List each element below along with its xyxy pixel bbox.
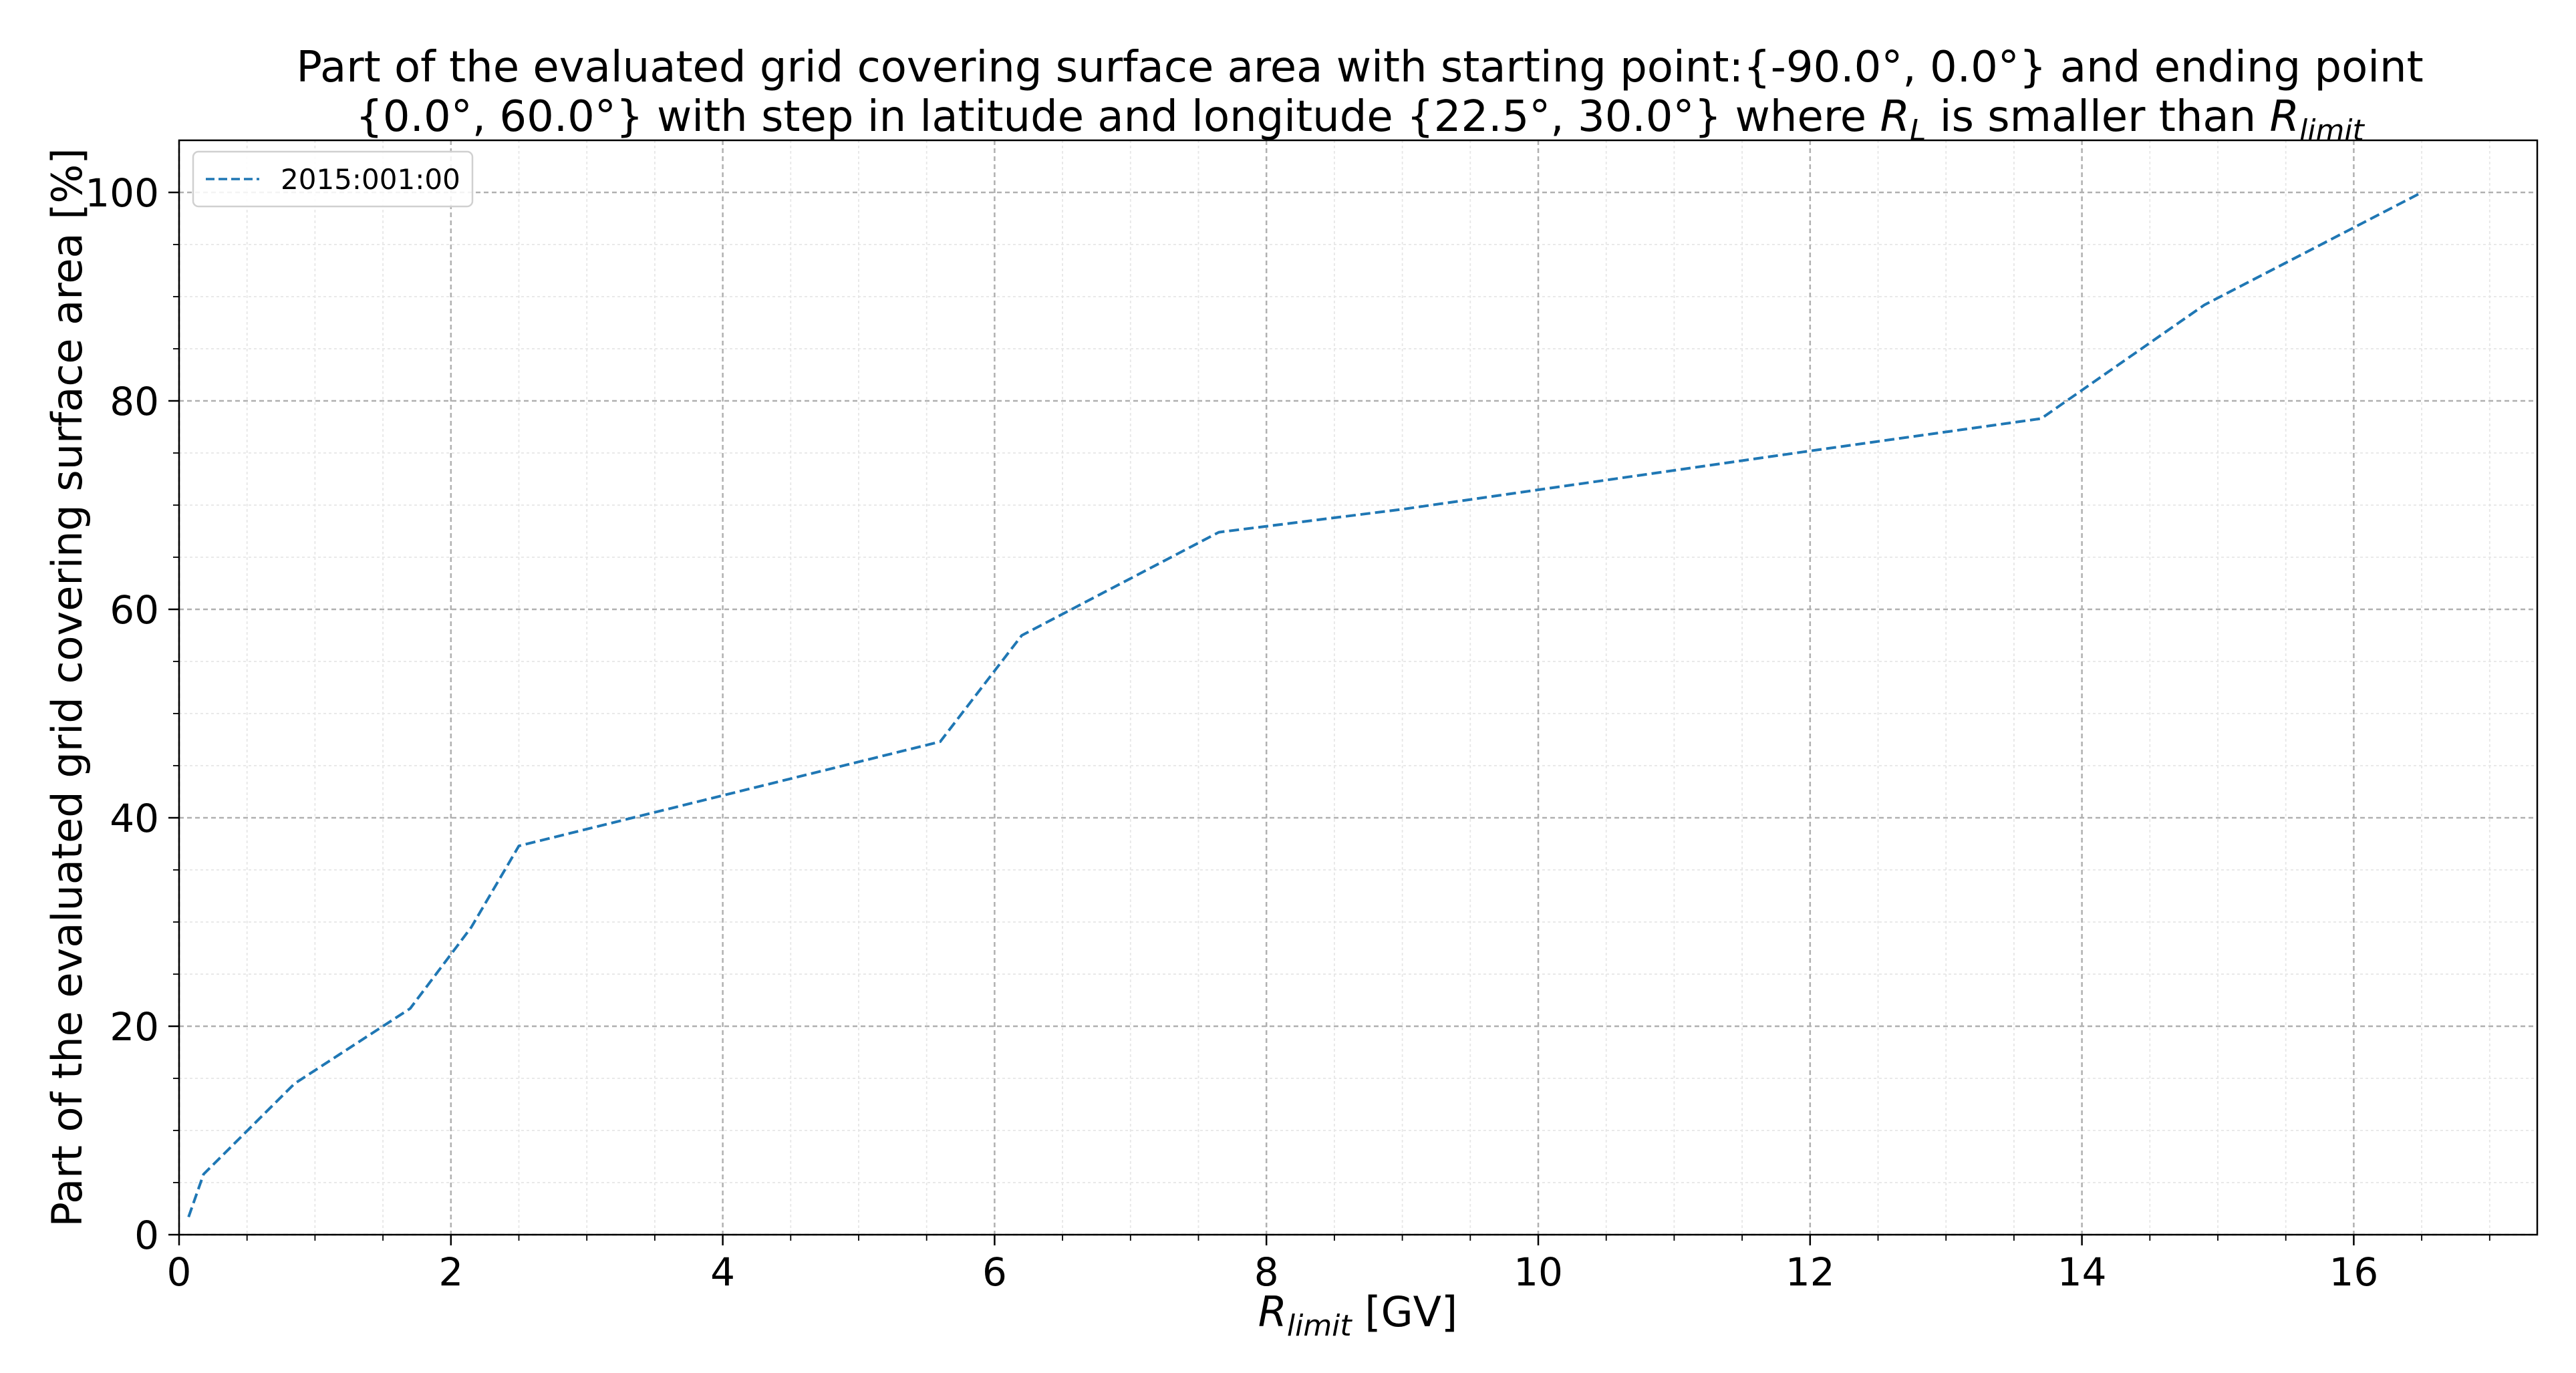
minor-grid-lines [179,140,2537,1235]
legend-label: 2015:001:00 [281,163,460,196]
x-axis-label: Rlimit [GV] [1258,1287,1457,1343]
x-tick-label: 2 [438,1249,463,1295]
chart-title-line-2: {0.0°, 60.0°} with step in latitude and … [355,92,2365,148]
y-tick-label: 100 [85,170,159,216]
x-tick-labels: 0 2 4 6 8 10 12 14 16 [167,1249,2379,1295]
x-tick-label: 12 [1785,1249,1835,1295]
x-axis-label-symbol: R [1258,1287,1287,1336]
x-tick-label: 14 [2057,1249,2107,1295]
y-tick-label: 60 [110,587,159,633]
y-axis-label: Part of the evaluated grid covering surf… [43,148,92,1227]
x-tick-label: 10 [1514,1249,1563,1295]
x-tick-label: 6 [982,1249,1007,1295]
axis-ticks [168,191,2490,1245]
series-line [187,191,2423,1218]
plot-frame [178,139,2539,1236]
x-tick-label: 8 [1254,1249,1279,1295]
y-tick-label: 80 [110,379,159,424]
x-axis-label-unit: [GV] [1352,1287,1458,1336]
x-tick-label: 0 [167,1249,192,1295]
y-tick-label: 40 [110,796,159,841]
x-axis-label-subscript: limit [1287,1309,1353,1343]
chart-title-subscript-1: L [1910,114,1926,148]
major-grid-lines [178,140,2537,1236]
y-tick-labels: 0 20 40 60 80 100 [85,170,159,1258]
x-tick-label: 16 [2329,1249,2379,1295]
chart-title-r-symbol-1: R [1880,92,1909,142]
chart-title-line-2-middle: is smaller than [1926,92,2269,142]
chart-title-line-2-prefix: {0.0°, 60.0°} with step in latitude and … [355,92,1880,142]
chart-title-subscript-2: limit [2299,114,2366,148]
chart-title-line-1: Part of the evaluated grid covering surf… [296,43,2423,92]
legend: 2015:001:00 [192,150,474,208]
y-tick-label: 20 [110,1004,159,1050]
legend-box [192,150,474,208]
chart-title-r-symbol-2: R [2270,92,2299,142]
y-tick-label: 0 [134,1213,159,1258]
series-layer [187,191,2423,1218]
x-tick-label: 4 [710,1249,735,1295]
